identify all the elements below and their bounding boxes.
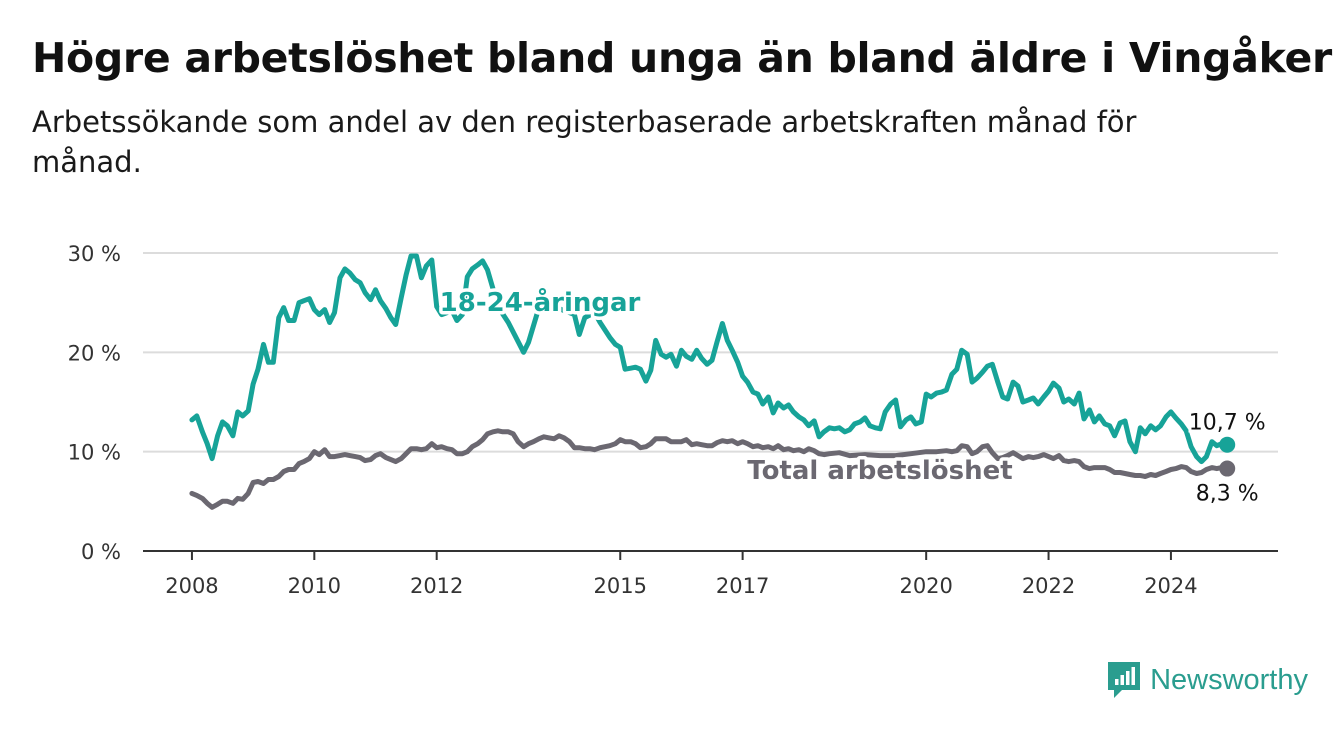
series-lines [189, 253, 1236, 510]
x-tick-label: 2024 [1144, 574, 1197, 598]
series-labels: 18-24-åringar Total arbetslöshet 10,7 % 8,3… [436, 283, 1269, 510]
x-tick-label: 2022 [1022, 574, 1075, 598]
series-label-total: Total arbetslöshet [747, 456, 1012, 486]
y-tick-label: 20 % [68, 341, 121, 365]
end-label-youth: 10,7 % [1189, 411, 1266, 436]
x-tick-label: 2020 [899, 574, 952, 598]
series-label-youth: 18-24-åringar [440, 286, 641, 318]
gridlines [143, 252, 1278, 453]
end-point-total [1219, 460, 1236, 477]
y-tick-label: 0 % [81, 540, 121, 564]
end-point-youth [1219, 436, 1236, 453]
brand-logo: Newsworthy [1106, 660, 1308, 700]
x-tick-label: 2015 [594, 574, 647, 598]
x-tick-label: 2017 [716, 574, 769, 598]
x-tick-label: 2008 [165, 574, 218, 598]
x-tick-label: 2010 [288, 574, 341, 598]
newsworthy-logo-icon [1108, 662, 1141, 698]
page-title: Högre arbetslöshet bland unga än bland ä… [32, 34, 1332, 82]
y-tick-label: 30 % [68, 242, 121, 266]
series-line-youth [189, 253, 1230, 465]
end-label-total: 8,3 % [1196, 482, 1259, 507]
series-line-total [189, 428, 1230, 510]
page-subtitle: Arbetssökande som andel av den registerb… [32, 105, 1137, 179]
axes: 0 % 10 % 20 % 30 % 2008 2010 2012 2015 2017 2020 2… [68, 242, 1278, 598]
x-tick-label: 2012 [410, 574, 463, 598]
brand-name: Newsworthy [1150, 663, 1308, 696]
y-tick-label: 10 % [68, 441, 121, 465]
